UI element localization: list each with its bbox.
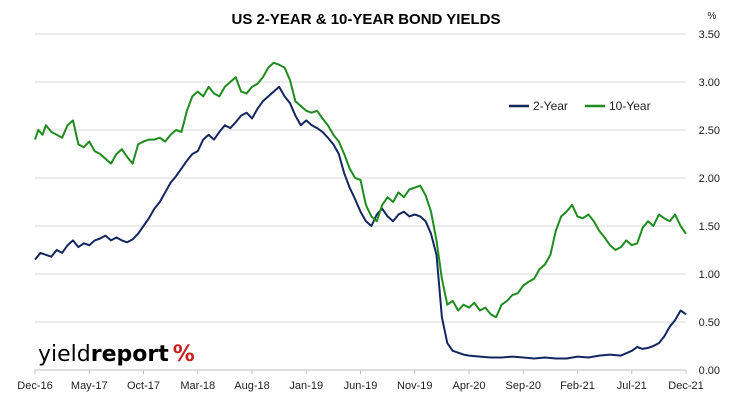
y-tick-label: 3.00 [699, 77, 720, 89]
gridlines [35, 33, 686, 323]
x-tick-label: Dec-16 [17, 380, 52, 392]
y-axis-ticks: 0.00 0.50 1.00 1.50 2.00 2.50 3.00 3.50 [699, 29, 720, 377]
y-tick-label: 0.50 [699, 317, 720, 329]
legend: 2-Year 10-Year [509, 99, 651, 113]
x-tick-label: Jan-19 [289, 380, 323, 392]
x-tick-label: Mar-18 [180, 380, 215, 392]
x-tick-label: Jul-21 [617, 380, 647, 392]
series-line-10-year [34, 61, 687, 319]
x-axis-ticks: Dec-16 May-17 Oct-17 Mar-18 Aug-18 Jan-19 Jun-… [17, 370, 704, 392]
svg-text:yieldreport%: yieldreport% [38, 342, 195, 367]
x-tick-label: Apr-20 [452, 380, 485, 392]
y-tick-label: 3.50 [699, 29, 720, 41]
series-line-2-year [34, 85, 687, 360]
x-tick-label: Jun-19 [344, 380, 378, 392]
x-tick-label: Feb-21 [560, 380, 595, 392]
logo-text-yield: yield [38, 342, 91, 367]
x-tick-label: Oct-17 [127, 380, 160, 392]
legend-label-10-year: 10-Year [609, 99, 651, 113]
logo-percent-icon: % [173, 342, 195, 367]
series-lines [34, 61, 687, 360]
y-tick-label: 1.50 [699, 221, 720, 233]
y-tick-label: 2.00 [699, 173, 720, 185]
x-tick-label: Sep-20 [506, 380, 541, 392]
logo-text-report: report [91, 342, 169, 367]
y-tick-label: 0.00 [699, 365, 720, 377]
chart-title: US 2-YEAR & 10-YEAR BOND YIELDS [232, 11, 501, 28]
x-tick-label: Aug-18 [234, 380, 269, 392]
y-axis-unit: % [708, 11, 717, 22]
x-tick-label: May-17 [71, 380, 108, 392]
x-tick-label: Dec-21 [668, 380, 703, 392]
legend-label-2-year: 2-Year [533, 99, 568, 113]
y-tick-label: 2.50 [699, 125, 720, 137]
y-tick-label: 1.00 [699, 269, 720, 281]
x-tick-label: Nov-19 [397, 380, 432, 392]
yieldreport-logo: yieldreport% [38, 342, 195, 367]
